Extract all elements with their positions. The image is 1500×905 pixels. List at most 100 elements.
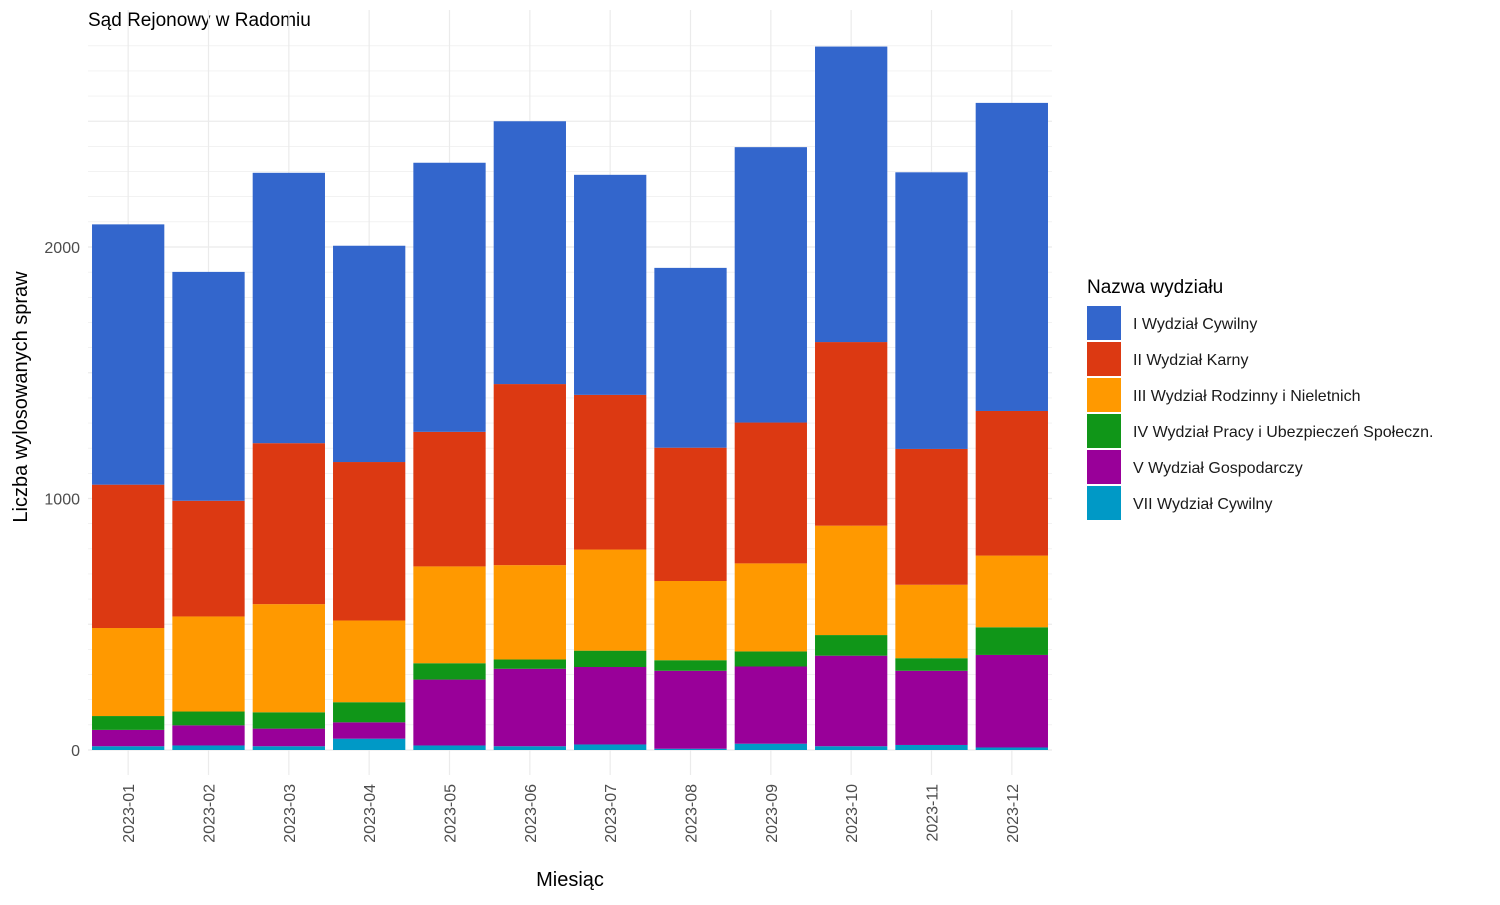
bar-segment-2023-04-s5: [333, 245, 406, 463]
bar-segment-2023-12-s5: [975, 102, 1048, 411]
bar-segment-2023-11-s0: [895, 744, 968, 750]
bar-segment-2023-03-s3: [252, 604, 325, 713]
chart-title: Sąd Rejonowy w Radomiu: [88, 10, 311, 31]
x-tick-label: 2023-10: [844, 784, 861, 843]
bar-segment-2023-12-s4: [975, 410, 1048, 556]
x-tick-label: 2023-11: [925, 784, 942, 842]
legend: Nazwa wydziału I Wydział Cywilny II Wydzi…: [1087, 277, 1433, 520]
bar-segment-2023-02-s2: [172, 711, 245, 726]
bar-segment-2023-10-s5: [815, 46, 888, 343]
x-tick-label: 2023-06: [523, 784, 540, 843]
bar-segment-2023-09-s3: [734, 563, 807, 652]
bar-segment-2023-01-s5: [92, 224, 165, 485]
x-tick-label: 2023-01: [121, 784, 138, 843]
bar-segment-2023-10-s3: [815, 525, 888, 636]
bar-segment-2023-11-s1: [895, 670, 968, 745]
bar-segment-2023-04-s4: [333, 462, 406, 621]
x-tick-label: 2023-02: [202, 784, 219, 843]
bar-segment-2023-09-s1: [734, 666, 807, 744]
bar-segment-2023-09-s4: [734, 422, 807, 564]
legend-title: Nazwa wydziału: [1087, 277, 1223, 298]
bar-segment-2023-06-s5: [493, 121, 566, 385]
x-axis-label: Miesiąc: [536, 869, 604, 891]
bar-segment-2023-10-s4: [815, 342, 888, 526]
x-tick-label: 2023-04: [362, 784, 379, 843]
bar-segment-2023-08-s5: [654, 267, 727, 448]
bar-segment-2023-06-s3: [493, 565, 566, 660]
legend-swatch: [1087, 414, 1121, 448]
bar-segment-2023-10-s0: [815, 746, 888, 750]
y-axis: 0 1000 2000: [44, 240, 80, 760]
bar-segment-2023-11-s3: [895, 584, 968, 659]
legend-label: III Wydział Rodzinny i Nieletnich: [1133, 388, 1361, 405]
bar-segment-2023-06-s2: [493, 659, 566, 669]
bar-segment-2023-05-s2: [413, 663, 486, 680]
bar-segment-2023-08-s4: [654, 447, 727, 581]
bar-segment-2023-04-s2: [333, 702, 406, 723]
bar-segment-2023-03-s2: [252, 712, 325, 729]
bar-segment-2023-12-s1: [975, 654, 1048, 748]
bar-segment-2023-07-s1: [574, 667, 647, 745]
bar-segment-2023-03-s0: [252, 746, 325, 750]
bar-segment-2023-01-s4: [92, 484, 165, 629]
bar-segment-2023-09-s2: [734, 651, 807, 667]
bar-segment-2023-02-s1: [172, 725, 245, 746]
bar-segment-2023-08-s0: [654, 748, 727, 750]
legend-swatch: [1087, 306, 1121, 340]
bar-segment-2023-03-s1: [252, 728, 325, 747]
x-tick-label: 2023-07: [603, 784, 620, 843]
bar-segment-2023-06-s0: [493, 746, 566, 750]
bar-segment-2023-06-s1: [493, 668, 566, 747]
y-tick-label: 2000: [44, 240, 80, 257]
legend-swatch: [1087, 378, 1121, 412]
legend-swatch: [1087, 342, 1121, 376]
bar-segment-2023-12-s2: [975, 627, 1048, 655]
x-tick-label: 2023-08: [684, 784, 701, 843]
bar-segment-2023-12-s3: [975, 555, 1048, 628]
legend-label: VII Wydział Cywilny: [1133, 496, 1272, 513]
legend-label: II Wydział Karny: [1133, 352, 1248, 369]
x-tick-label: 2023-05: [443, 784, 460, 843]
bar-segment-2023-01-s0: [92, 746, 165, 750]
legend-label: I Wydział Cywilny: [1133, 316, 1257, 333]
x-axis: 2023-01 2023-02 2023-03 2023-04 2023-05 2023-…: [121, 784, 1022, 843]
bar-segment-2023-09-s0: [734, 743, 807, 750]
bar-segment-2023-01-s2: [92, 716, 165, 730]
bar-segment-2023-02-s0: [172, 745, 245, 750]
bar-segment-2023-08-s2: [654, 660, 727, 671]
bar-segment-2023-01-s3: [92, 628, 165, 717]
legend-label: V Wydział Gospodarczy: [1133, 460, 1303, 477]
bar-segment-2023-01-s1: [92, 729, 165, 747]
x-tick-label: 2023-12: [1005, 784, 1022, 843]
bar-segment-2023-02-s4: [172, 500, 245, 617]
bar-segment-2023-02-s3: [172, 616, 245, 712]
bar-segment-2023-05-s5: [413, 162, 486, 432]
bar-segment-2023-07-s4: [574, 394, 647, 550]
bar-segment-2023-08-s1: [654, 670, 727, 749]
bar-segment-2023-05-s3: [413, 566, 486, 664]
bar-segment-2023-10-s1: [815, 655, 888, 747]
bar-segment-2023-11-s5: [895, 172, 968, 449]
y-tick-label: 0: [71, 743, 80, 760]
legend-swatch: [1087, 486, 1121, 520]
bar-segment-2023-03-s4: [252, 443, 325, 605]
bar-segment-2023-07-s0: [574, 744, 647, 750]
bar-segment-2023-04-s1: [333, 722, 406, 739]
bar-segment-2023-09-s5: [734, 147, 807, 423]
bar-segment-2023-10-s2: [815, 635, 888, 656]
y-tick-label: 1000: [44, 492, 80, 509]
bar-segment-2023-03-s5: [252, 172, 325, 444]
bar-segment-2023-12-s0: [975, 747, 1048, 750]
bar-segment-2023-04-s0: [333, 738, 406, 750]
bar-segment-2023-05-s1: [413, 679, 486, 746]
bar-segment-2023-07-s5: [574, 174, 647, 395]
bar-segment-2023-02-s5: [172, 271, 245, 501]
x-tick-label: 2023-09: [764, 784, 781, 843]
bars: [92, 46, 1048, 750]
bar-segment-2023-11-s4: [895, 448, 968, 585]
bar-segment-2023-04-s3: [333, 620, 406, 703]
bar-segment-2023-08-s3: [654, 580, 727, 661]
y-axis-label: Liczba wylosowanych spraw: [10, 271, 32, 523]
